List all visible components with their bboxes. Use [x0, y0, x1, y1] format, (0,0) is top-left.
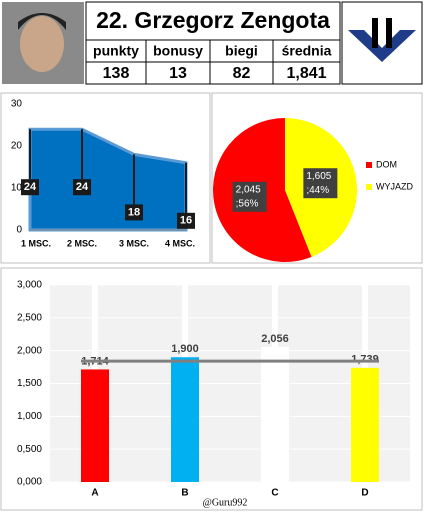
y-tick-label: 0: [16, 225, 22, 236]
data-label: 24: [24, 181, 37, 193]
x-tick-label: D: [361, 488, 368, 499]
data-label: 2,045: [236, 184, 261, 195]
column-value: 138: [103, 65, 130, 82]
legend-swatch: [366, 162, 372, 168]
y-tick-label: 0,000: [17, 477, 42, 488]
legend-label: DOM: [376, 159, 397, 169]
x-tick-label: 4 MSC.: [165, 238, 195, 248]
y-tick-label: 1,000: [17, 411, 42, 422]
column-header: średnia: [282, 43, 332, 59]
label-box: [232, 181, 267, 212]
logo: [386, 18, 392, 48]
data-label: 1,605: [306, 171, 331, 182]
y-tick-label: 2,000: [17, 345, 42, 356]
column-value: 82: [233, 65, 251, 82]
label-box: [303, 168, 338, 199]
y-tick-label: 0,500: [17, 444, 42, 455]
data-label: ;56%: [236, 198, 259, 209]
label-box: [177, 212, 195, 229]
data-label: ;44%: [306, 185, 329, 196]
data-label: 24: [76, 181, 89, 193]
data-label: 16: [180, 215, 192, 227]
y-tick-label: 3,000: [17, 280, 42, 291]
bar: [351, 367, 379, 482]
player-cap: [18, 13, 66, 30]
player-face: [20, 16, 64, 72]
y-tick-label: 1,500: [17, 378, 42, 389]
column-header: punkty: [93, 43, 139, 59]
y-tick-label: 10: [11, 183, 23, 194]
bar: [171, 357, 199, 482]
data-label: 18: [128, 206, 140, 218]
y-tick-label: 2,500: [17, 312, 42, 323]
legend-label: WYJAZD: [376, 181, 413, 191]
y-tick-label: 30: [11, 99, 23, 110]
legend-swatch: [366, 184, 372, 190]
x-tick-label: 2 MSC.: [67, 238, 97, 248]
column-value: 13: [169, 65, 187, 82]
column-header: bonusy: [153, 43, 203, 59]
data-label: 2,056: [261, 333, 289, 345]
label-box: [21, 179, 39, 196]
stats-table: [85, 1, 341, 85]
label-box: [73, 179, 91, 196]
x-tick-label: C: [271, 488, 278, 499]
column-value: 1,841: [286, 65, 326, 82]
x-tick-label: 3 MSC.: [119, 238, 149, 248]
annotation: @Guru992: [203, 497, 248, 508]
logo: [348, 30, 416, 62]
logo-frame: [341, 1, 423, 85]
bar: [261, 346, 289, 482]
column-header: biegi: [225, 43, 258, 59]
x-tick-label: B: [181, 488, 188, 499]
bar: [81, 369, 109, 482]
player-name: 22. Grzegorz Zengota: [96, 7, 330, 33]
logo: [372, 18, 378, 48]
label-box: [125, 204, 143, 221]
y-tick-label: 20: [11, 141, 23, 152]
x-tick-label: 1 MSC.: [21, 238, 51, 248]
x-tick-label: A: [91, 488, 98, 499]
data-label: 1,900: [171, 343, 199, 355]
